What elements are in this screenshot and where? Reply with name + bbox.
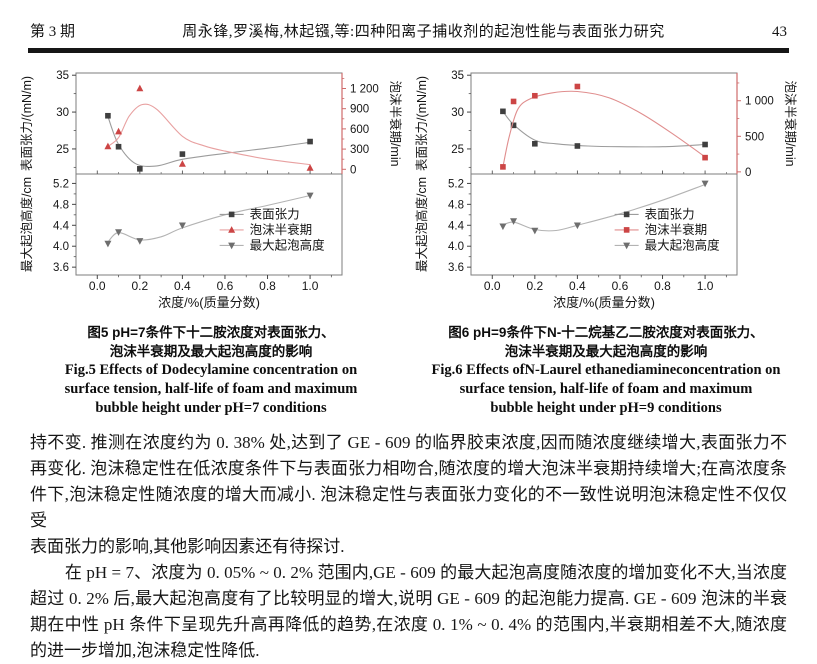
axes: 25 30 35 3.6 4.0 4.4 4.8 5.2 0 500 1 000 0.0 0.2 0.4 0… — [448, 70, 774, 293]
svg-text:0.2: 0.2 — [131, 279, 148, 293]
svg-text:30: 30 — [451, 107, 464, 119]
figure5-caption-cn-line1: 图5 pH=7条件下十二胺浓度对表面张力、 — [87, 325, 335, 340]
svg-text:泡沫半衰期: 泡沫半衰期 — [250, 222, 313, 237]
svg-text:25: 25 — [451, 144, 464, 156]
svg-text:30: 30 — [56, 107, 69, 119]
svg-text:0: 0 — [350, 164, 356, 176]
body-line-p1-l4: 表面张力的影响,其他影响因素还有待探讨. — [30, 537, 345, 556]
svg-text:表面张力/(mN/m): 表面张力/(mN/m) — [19, 76, 34, 171]
svg-text:最大起泡高度: 最大起泡高度 — [645, 238, 721, 253]
body-line-p2-l3: 期在中性 pH 条件下呈现先升高再降低的趋势,在浓度 0. 1% ~ 0. 4%… — [30, 615, 787, 634]
svg-text:4.4: 4.4 — [53, 220, 70, 232]
axis-titles: 表面张力/(mN/m) 最大起泡高度/cm 泡沫半衰期/min 浓度/%(质量分数) — [19, 76, 403, 310]
figure-5: 25 30 35 3.6 4.0 4.4 4.8 5.2 0 300 600 900 1 200 0.0 0… — [18, 65, 404, 418]
svg-text:泡沫半衰期/min: 泡沫半衰期/min — [388, 80, 403, 166]
svg-text:5.2: 5.2 — [53, 178, 69, 190]
body-line-p2-l1: 在 pH = 7、浓度为 0. 05% ~ 0. 2% 范围内,GE - 609… — [64, 563, 787, 582]
series-泡沫半衰期 — [500, 83, 708, 170]
figure5-caption-en-line3: bubble height under pH=7 conditions — [95, 400, 327, 416]
page-header: 第 3 期 周永锋,罗溪梅,林起镪,等:四种阳离子捕收剂的起泡性能与表面张力研究… — [0, 0, 817, 48]
figure5-caption-cn-line2: 泡沫半衰期及最大起泡高度的影响 — [109, 344, 313, 359]
series-表面张力 — [105, 112, 313, 172]
svg-text:表面张力: 表面张力 — [645, 207, 695, 222]
svg-text:0.0: 0.0 — [89, 279, 106, 293]
svg-text:最大起泡高度/cm: 最大起泡高度/cm — [414, 177, 429, 272]
panel-frames — [75, 72, 343, 276]
svg-text:0.4: 0.4 — [569, 279, 586, 293]
svg-text:300: 300 — [350, 144, 369, 156]
figure6-caption-cn-line1: 图6 pH=9条件下N-十二烷基乙二胺浓度对表面张力、 — [448, 325, 764, 340]
running-title: 周永锋,罗溪梅,林起镪,等:四种阳离子捕收剂的起泡性能与表面张力研究 — [182, 24, 665, 40]
svg-text:25: 25 — [56, 144, 69, 156]
issue-label: 第 3 期 — [30, 24, 76, 40]
svg-text:900: 900 — [350, 104, 369, 116]
svg-text:浓度/%(质量分数): 浓度/%(质量分数) — [553, 295, 655, 310]
body-line-p2-l2: 超过 0. 2% 后,最大起泡高度有了比较明显的增大,说明 GE - 609 的… — [30, 589, 787, 608]
svg-text:4.8: 4.8 — [53, 199, 69, 211]
series-泡沫半衰期 — [104, 84, 314, 171]
header-rule — [28, 48, 789, 53]
figure5-caption-en-line2: surface tension, half-life of foam and m… — [64, 381, 358, 397]
svg-text:4.0: 4.0 — [448, 241, 464, 253]
svg-text:0.4: 0.4 — [174, 279, 191, 293]
figure6-caption-en-line3: bubble height under pH=9 conditions — [490, 400, 722, 416]
svg-text:0.8: 0.8 — [259, 279, 276, 293]
figure-6: 25 30 35 3.6 4.0 4.4 4.8 5.2 0 500 1 000 0.0 0.2 0.4 0… — [413, 65, 799, 418]
svg-text:4.4: 4.4 — [448, 220, 465, 232]
body-line-p1-l1: 持不变. 推测在浓度约为 0. 38% 处,达到了 GE - 609 的临界胶束… — [30, 433, 787, 452]
series-表面张力 — [500, 108, 708, 149]
figure5-caption: 图5 pH=7条件下十二胺浓度对表面张力、 泡沫半衰期及最大起泡高度的影响 Fi… — [18, 323, 404, 418]
svg-text:4.8: 4.8 — [448, 199, 464, 211]
svg-text:3.6: 3.6 — [53, 262, 69, 274]
body-line-p1-l2: 再变化. 泡沫稳定性在低浓度条件下与表面张力相吻合,随浓度的增大泡沫半衰期持续增… — [30, 459, 787, 478]
figure6-caption-en-line1: Fig.6 Effects ofN-Laurel ethanediamineco… — [431, 362, 781, 378]
svg-text:表面张力: 表面张力 — [250, 207, 300, 222]
svg-text:0.6: 0.6 — [217, 279, 234, 293]
axis-titles: 表面张力/(mN/m) 最大起泡高度/cm 泡沫半衰期/min 浓度/%(质量分数) — [414, 76, 798, 310]
figure6-chart: 25 30 35 3.6 4.0 4.4 4.8 5.2 0 500 1 000 0.0 0.2 0.4 0… — [414, 70, 798, 310]
figure6-caption: 图6 pH=9条件下N-十二烷基乙二胺浓度对表面张力、 泡沫半衰期及最大起泡高度… — [413, 323, 799, 418]
panel-frames — [470, 72, 738, 276]
series-最大起泡高度 — [104, 192, 314, 248]
svg-text:最大起泡高度/cm: 最大起泡高度/cm — [19, 177, 34, 272]
svg-text:4.0: 4.0 — [53, 241, 69, 253]
svg-text:600: 600 — [350, 124, 369, 136]
svg-text:0.6: 0.6 — [612, 279, 629, 293]
body-line-p1-l3: 件下,泡沫稳定性随浓度的增大而减小. 泡沫稳定性与表面张力变化的不一致性说明泡沫… — [30, 485, 787, 530]
svg-text:35: 35 — [451, 70, 464, 82]
svg-text:0.2: 0.2 — [526, 279, 543, 293]
svg-text:0.8: 0.8 — [654, 279, 671, 293]
svg-text:浓度/%(质量分数): 浓度/%(质量分数) — [158, 295, 260, 310]
svg-text:泡沫半衰期/min: 泡沫半衰期/min — [783, 80, 798, 166]
svg-text:表面张力/(mN/m): 表面张力/(mN/m) — [414, 76, 429, 171]
body-line-p2-l4: 的进一步增加,泡沫稳定性降低. — [30, 641, 260, 660]
svg-text:35: 35 — [56, 70, 69, 82]
svg-text:500: 500 — [745, 131, 764, 143]
figure6-caption-en-line2: surface tension, half-life of foam and m… — [459, 381, 753, 397]
svg-text:3.6: 3.6 — [448, 262, 464, 274]
svg-text:泡沫半衰期: 泡沫半衰期 — [645, 222, 708, 237]
svg-text:1.0: 1.0 — [302, 279, 319, 293]
svg-text:1.0: 1.0 — [697, 279, 714, 293]
svg-text:1 000: 1 000 — [745, 96, 774, 108]
series-最大起泡高度 — [499, 180, 709, 235]
body-text: 持不变. 推测在浓度约为 0. 38% 处,达到了 GE - 609 的临界胶束… — [30, 430, 787, 664]
figure5-caption-en-line1: Fig.5 Effects of Dodecylamine concentrat… — [64, 362, 358, 378]
svg-text:0.0: 0.0 — [484, 279, 501, 293]
figures-row: 25 30 35 3.6 4.0 4.4 4.8 5.2 0 300 600 900 1 200 0.0 0… — [0, 53, 817, 418]
svg-text:最大起泡高度: 最大起泡高度 — [250, 238, 326, 253]
page-number: 43 — [772, 24, 787, 40]
axes: 25 30 35 3.6 4.0 4.4 4.8 5.2 0 300 600 900 1 200 0.0 0… — [53, 70, 379, 293]
svg-text:1 200: 1 200 — [350, 83, 379, 95]
svg-text:0: 0 — [745, 167, 751, 179]
svg-text:5.2: 5.2 — [448, 178, 464, 190]
figure6-caption-cn-line2: 泡沫半衰期及最大起泡高度的影响 — [504, 344, 708, 359]
figure5-chart: 25 30 35 3.6 4.0 4.4 4.8 5.2 0 300 600 900 1 200 0.0 0… — [19, 70, 403, 310]
